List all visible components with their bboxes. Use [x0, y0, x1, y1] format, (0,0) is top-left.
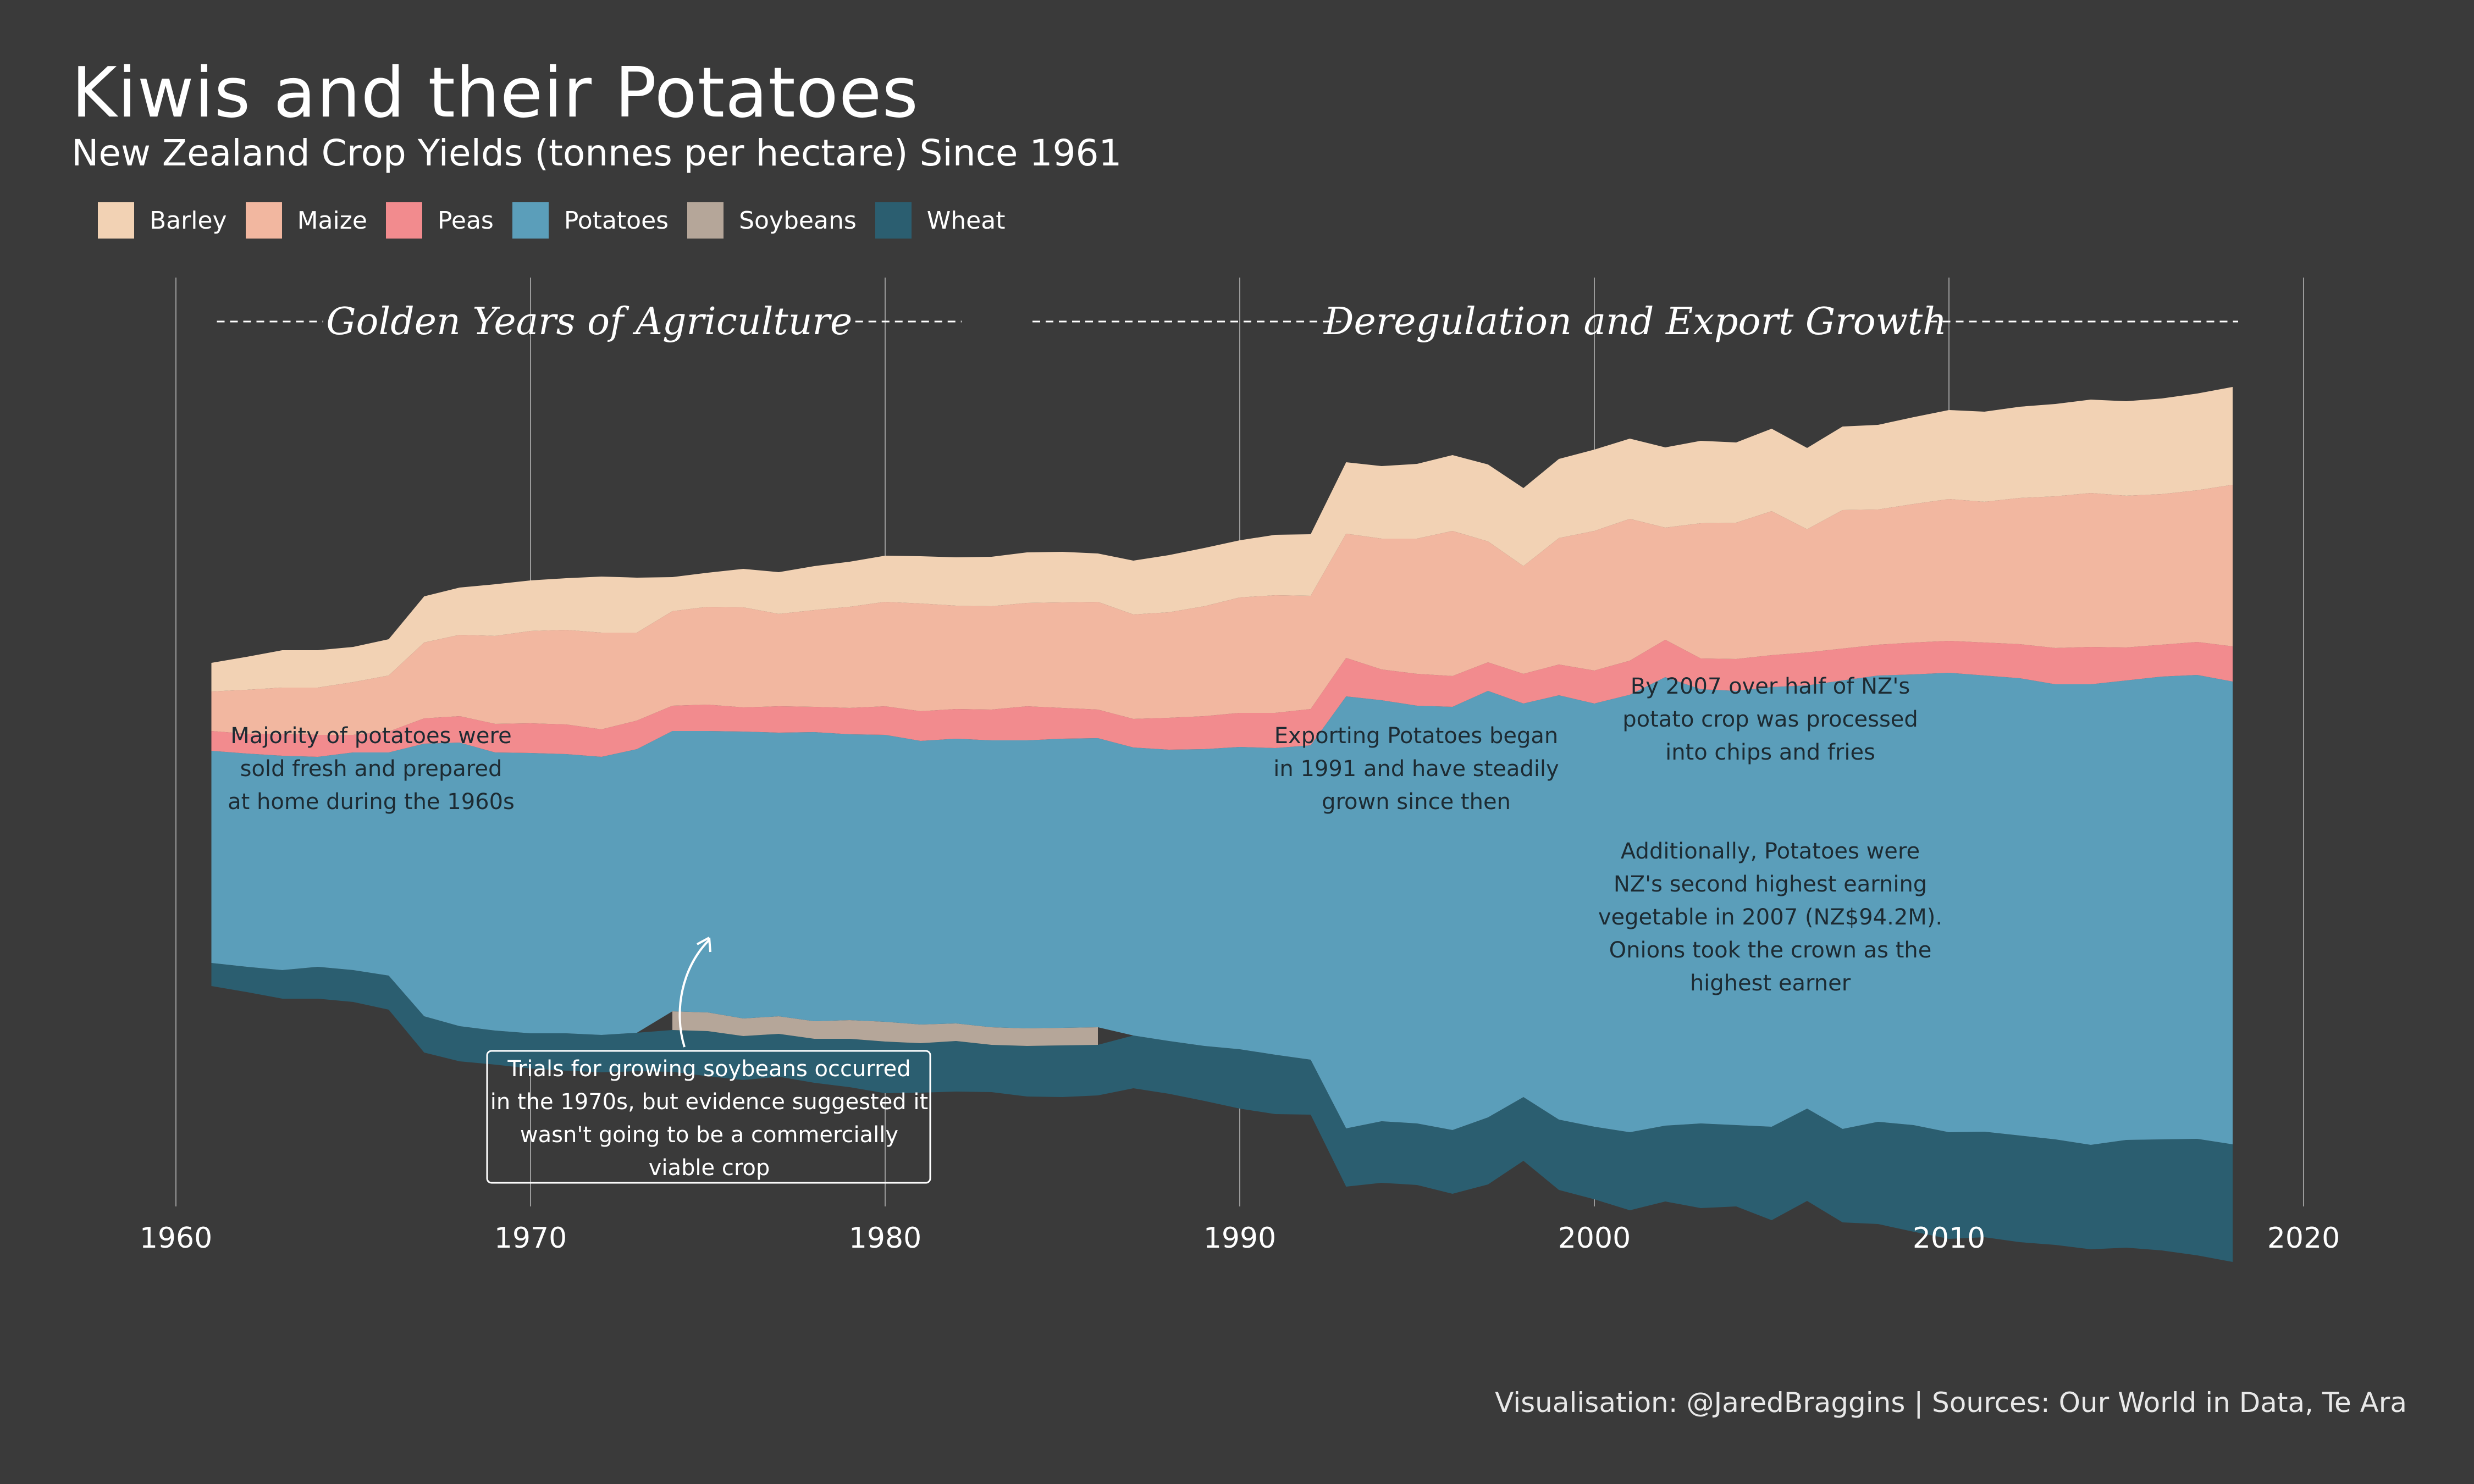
- area-wheat: [211, 963, 2233, 1262]
- legend-label-maize: Maize: [297, 206, 367, 235]
- annotation-line: at home during the 1960s: [228, 789, 515, 815]
- era-label-1: Deregulation and Export Growth: [1323, 300, 1947, 344]
- annotation-line: sold fresh and prepared: [240, 756, 502, 782]
- area-soybeans: [672, 1011, 1098, 1046]
- annotation-line: By 2007 over half of NZ's: [1631, 674, 1910, 699]
- chart-title: Kiwis and their Potatoes: [71, 52, 919, 133]
- legend-swatch-barley: [98, 202, 134, 239]
- legend-item-maize: Maize: [245, 202, 367, 239]
- legend-item-wheat: Wheat: [875, 202, 1006, 239]
- annotation-export-1991: Exporting Potatoes began in 1991 and have…: [1273, 723, 1559, 815]
- x-tick-1980: 1980: [849, 1222, 921, 1255]
- annotation-line: highest earner: [1690, 971, 1851, 996]
- stream-areas: [211, 387, 2233, 1262]
- legend-item-barley: Barley: [98, 202, 227, 239]
- legend-item-peas: Peas: [385, 202, 494, 239]
- legend-swatch-wheat: [875, 202, 912, 239]
- legend-swatch-peas: [385, 202, 422, 239]
- area-maize: [211, 485, 2233, 735]
- soybeans-callout-arrow: [678, 939, 710, 1048]
- legend-label-soybeans: Soybeans: [739, 206, 857, 235]
- legend-swatch-potatoes: [512, 202, 549, 239]
- area-potatoes: [211, 673, 2233, 1145]
- annotation-line: in the 1970s, but evidence suggested it: [490, 1089, 928, 1115]
- legend: Barley Maize Peas Potatoes Soybeans Whea…: [98, 202, 1024, 239]
- caption: Visualisation: @JaredBraggins | Sources:…: [1495, 1387, 2407, 1419]
- annotation-line: grown since then: [1322, 789, 1511, 815]
- legend-label-peas: Peas: [437, 206, 494, 235]
- legend-swatch-maize: [245, 202, 282, 239]
- era-annotations: Golden Years of Agriculture Deregulation …: [217, 300, 2238, 344]
- area-peas: [211, 640, 2233, 757]
- legend-item-potatoes: Potatoes: [512, 202, 669, 239]
- annotation-line: vegetable in 2007 (NZ$94.2M).: [1598, 905, 1942, 930]
- legend-item-soybeans: Soybeans: [687, 202, 857, 239]
- legend-label-wheat: Wheat: [926, 206, 1006, 235]
- annotation-line: viable crop: [649, 1155, 770, 1181]
- annotation-line: wasn't going to be a commercially: [520, 1122, 898, 1148]
- x-tick-1970: 1970: [494, 1222, 567, 1255]
- annotation-line: Exporting Potatoes began: [1274, 723, 1558, 749]
- legend-swatch-soybeans: [687, 202, 724, 239]
- soybeans-callout-box: [486, 1050, 931, 1184]
- chart-subtitle: New Zealand Crop Yields (tonnes per hect…: [71, 132, 1122, 174]
- soybeans-arrow-head: [697, 937, 711, 953]
- annotation-soybeans-trials: Trials for growing soybeans occurred in t…: [490, 1056, 928, 1181]
- annotation-line: potato crop was processed: [1622, 707, 1918, 732]
- annotation-line: Onions took the crown as the: [1609, 938, 1932, 963]
- annotation-line: in 1991 and have steadily: [1273, 756, 1559, 782]
- annotation-potatoes-1960s: Majority of potatoes were sold fresh and …: [228, 723, 515, 815]
- annotation-line: NZ's second highest earning: [1614, 872, 1927, 897]
- era-label-0: Golden Years of Agriculture: [326, 300, 852, 344]
- x-tick-2000: 2000: [1558, 1222, 1631, 1255]
- legend-label-barley: Barley: [150, 206, 227, 235]
- x-tick-1990: 1990: [1203, 1222, 1276, 1255]
- x-tick-2020: 2020: [2267, 1222, 2340, 1255]
- annotation-earning-2007: Additionally, Potatoes were NZ's second h…: [1598, 839, 1942, 996]
- x-tick-2010: 2010: [1913, 1222, 1985, 1255]
- legend-label-potatoes: Potatoes: [564, 206, 669, 235]
- annotation-line: into chips and fries: [1665, 740, 1875, 765]
- x-tick-1960: 1960: [140, 1222, 212, 1255]
- annotation-line: Additionally, Potatoes were: [1621, 839, 1920, 864]
- x-axis: 1960 1970 1980 1990 2000 2010 2020: [140, 1222, 2340, 1255]
- annotation-chips-2007: By 2007 over half of NZ's potato crop was…: [1622, 674, 1918, 765]
- annotation-line: Majority of potatoes were: [230, 723, 511, 749]
- area-barley: [211, 387, 2233, 691]
- annotation-line: Trials for growing soybeans occurred: [507, 1056, 910, 1082]
- text-annotations: Majority of potatoes were sold fresh and …: [228, 674, 1942, 1184]
